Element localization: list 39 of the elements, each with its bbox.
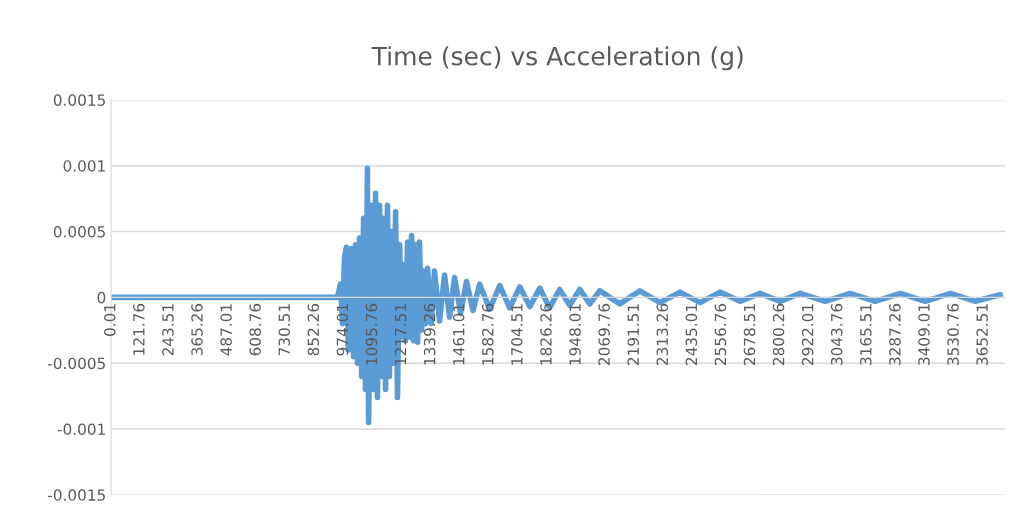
x-tick-label: 487.01: [220, 304, 232, 356]
x-tick-label: 2800.26: [772, 303, 785, 365]
x-tick-label: 974.01: [336, 304, 349, 356]
x-tick-label: 608.76: [249, 303, 261, 356]
y-tick-label: 0.001: [63, 160, 105, 172]
x-tick-label: 1095.76: [365, 303, 378, 365]
x-tick-label: 730.51: [278, 304, 291, 356]
y-tick-label: 0.0015: [53, 94, 105, 106]
x-tick-label: 2556.76: [714, 303, 727, 365]
x-tick-label: 1826.26: [540, 303, 552, 365]
x-tick-label: 0.01: [104, 304, 116, 336]
x-tick-label: 2678.51: [743, 304, 756, 365]
x-tick-label: 1704.51: [511, 304, 523, 365]
x-tick-label: 2922.01: [801, 304, 814, 365]
x-tick-label: 1948.01: [569, 304, 581, 365]
chart-title: Time (sec) vs Acceleration (g): [371, 46, 743, 71]
x-tick-label: 2191.51: [627, 304, 639, 365]
x-tick-label: 121.76: [133, 303, 145, 355]
x-tick-label: 2435.01: [685, 304, 698, 365]
y-tick-label: -0.0005: [48, 357, 105, 370]
x-tick-label: 3652.51: [976, 304, 988, 365]
x-tick-label: 3043.76: [830, 303, 843, 365]
x-tick-label: 1217.51: [394, 304, 407, 365]
x-tick-label: 3287.26: [889, 303, 901, 365]
y-tick-label: 0: [97, 291, 106, 304]
x-tick-label: 2069.76: [598, 303, 610, 365]
y-tick-label: 0.0005: [53, 226, 105, 238]
x-tick-label: 3165.51: [860, 304, 872, 365]
x-tick-label: 3409.01: [918, 304, 930, 365]
x-tick-label: 1582.76: [482, 303, 494, 365]
y-tick-label: -0.0015: [48, 489, 105, 501]
x-tick-label: 1339.26: [423, 303, 436, 365]
x-tick-label: 243.51: [162, 304, 174, 356]
x-tick-label: 2313.26: [656, 303, 669, 365]
x-tick-label: 3530.76: [947, 303, 959, 365]
x-tick-label: 852.26: [307, 303, 320, 356]
y-tick-label: -0.001: [57, 423, 105, 436]
x-tick-label: 365.26: [191, 303, 203, 356]
x-tick-label: 1461.01: [452, 304, 465, 365]
